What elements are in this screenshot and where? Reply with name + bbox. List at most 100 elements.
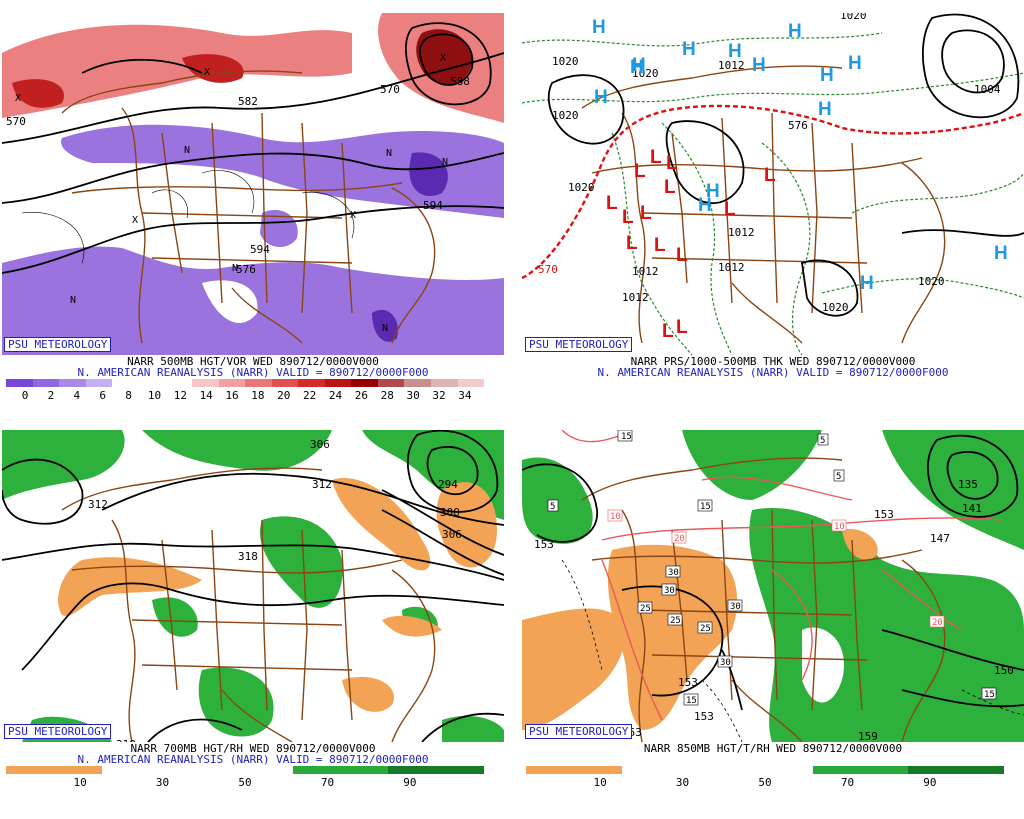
vort-max-core — [12, 79, 64, 108]
high-pressure-symbol: H — [706, 181, 720, 202]
vort-max-core — [416, 29, 472, 85]
low-pressure-symbol: L — [622, 207, 634, 228]
legend-tick-label: 90 — [923, 776, 937, 789]
legend-swatch — [812, 766, 909, 774]
vort-min-symbol: N — [184, 145, 190, 156]
svg-text:5: 5 — [820, 436, 825, 446]
legend-swatch — [6, 766, 102, 774]
legend-tick-label: 90 — [403, 776, 417, 789]
temperature-isotherms — [561, 430, 1003, 721]
rh-dry-region — [842, 529, 878, 560]
contour-label: 588 — [450, 75, 470, 88]
vort-min-region — [61, 124, 504, 218]
legend-tick-label: 34 — [458, 389, 472, 402]
high-pressure-symbol: H — [860, 273, 874, 294]
svg-text:5: 5 — [836, 472, 841, 482]
legend-swatch — [101, 766, 198, 774]
contour-label: 312 — [88, 498, 108, 511]
psu-meteorology-badge: PSU METEOROLOGY — [4, 337, 112, 352]
legend-swatch — [218, 379, 246, 387]
rh-moist-region — [682, 430, 822, 500]
legend-tick-label: 20 — [277, 389, 291, 402]
high-pressure-symbol: H — [632, 55, 646, 76]
svg-text:30: 30 — [664, 586, 675, 596]
legend-tick-label: 8 — [125, 389, 132, 402]
vort-max-symbol: X — [350, 210, 356, 221]
contour-label: 141 — [962, 502, 982, 515]
vort-min-symbol: N — [386, 148, 392, 159]
vort-max-symbol: X — [132, 215, 138, 226]
vort-max-symbol: X — [15, 93, 21, 104]
rh-dry-region — [522, 608, 625, 730]
legend-swatch — [621, 766, 718, 774]
rh-moist-region — [442, 715, 504, 742]
isotherm-box-label: 30 — [717, 655, 733, 668]
high-pressure-symbol: H — [682, 39, 696, 60]
low-pressure-symbol: L — [640, 203, 652, 224]
panel-caption: NARR 700MB HGT/RH WED 890712/0000V000 — [130, 742, 376, 755]
isotherm-box-label: 30 — [727, 599, 743, 612]
svg-text:15: 15 — [700, 502, 711, 512]
legend-tick-label: 10 — [73, 776, 87, 789]
legend-swatch — [717, 766, 813, 774]
high-pressure-symbol: H — [788, 21, 802, 42]
contour-label: 159 — [858, 730, 878, 742]
legend-tick-label: 30 — [155, 776, 170, 789]
legend-swatch — [32, 379, 60, 387]
isobar-label: 1020 — [918, 275, 945, 288]
isotherm-box-label: 20 — [671, 531, 687, 544]
map-500mb: 570 582 594 576 570 588 594 X X X X X N … — [2, 13, 504, 355]
contour-label: 306 — [310, 438, 330, 451]
psu-meteorology-badge: PSU METEOROLOGY — [525, 337, 633, 352]
isotherm-box-label: 25 — [697, 621, 713, 634]
high-pressure-symbol: H — [728, 41, 742, 62]
isotherm-box-label: 15 — [617, 430, 633, 442]
rh-dry-region — [382, 615, 442, 637]
svg-text:5: 5 — [550, 502, 555, 512]
psu-meteorology-badge: PSU METEOROLOGY — [525, 724, 633, 739]
legend-tick-label: 4 — [73, 389, 81, 402]
thickness-570-line — [522, 104, 1024, 280]
height-contours — [2, 22, 504, 274]
svg-text:25: 25 — [700, 624, 711, 634]
vort-max-region — [2, 24, 352, 118]
contour-label: 135 — [958, 478, 978, 491]
contour-label: 594 — [250, 243, 270, 256]
legend-tick-label: 50 — [238, 776, 252, 789]
legend-tick-label: 2 — [47, 389, 55, 402]
low-pressure-symbol: L — [676, 317, 688, 338]
svg-text:10: 10 — [610, 512, 621, 522]
legend-tick-label: 28 — [380, 389, 394, 402]
legend-swatch — [404, 379, 431, 387]
geo-borders — [581, 65, 946, 344]
legend-tick-label: 12 — [173, 389, 187, 402]
map-700mb: 306 312 318 318 300 306 294 312 — [2, 430, 504, 742]
legend-tick-label: 0 — [21, 389, 29, 402]
panel-caption: NARR 500MB HGT/VOR WED 890712/0000V000 — [127, 355, 379, 368]
isobar-label: 1012 — [622, 291, 649, 304]
legend-tick-label: 14 — [199, 389, 213, 402]
contour-label: 306 — [442, 528, 462, 541]
contour-label: 318 — [238, 550, 258, 563]
legend-swatch — [6, 379, 33, 387]
low-pressure-symbol: L — [626, 233, 638, 254]
legend-swatch — [388, 766, 484, 774]
contour-label: 312 — [312, 478, 332, 491]
isotherm-box-label: 15 — [683, 693, 699, 706]
rh-moist-region — [2, 430, 125, 500]
rh-dry-region — [342, 676, 394, 712]
legend-swatch — [245, 379, 272, 387]
isobar-label: 1020 — [552, 109, 579, 122]
contour-label: 570 — [380, 83, 400, 96]
svg-text:20: 20 — [674, 534, 685, 544]
thickness-label: 576 — [788, 119, 808, 132]
legend-swatch — [298, 379, 325, 387]
high-pressure-symbol: H — [818, 99, 832, 120]
panel-caption-valid: N. AMERICAN REANALYSIS (NARR) VALID = 89… — [77, 753, 429, 766]
color-legend-bar — [6, 379, 485, 387]
isobar-label: 1020 — [552, 55, 579, 68]
low-pressure-symbol: L — [654, 235, 666, 256]
legend-swatch — [526, 766, 622, 774]
svg-text:30: 30 — [720, 658, 731, 668]
panel-500mb-hgt-vor: 570 582 594 576 570 588 594 X X X X X N … — [2, 13, 504, 402]
